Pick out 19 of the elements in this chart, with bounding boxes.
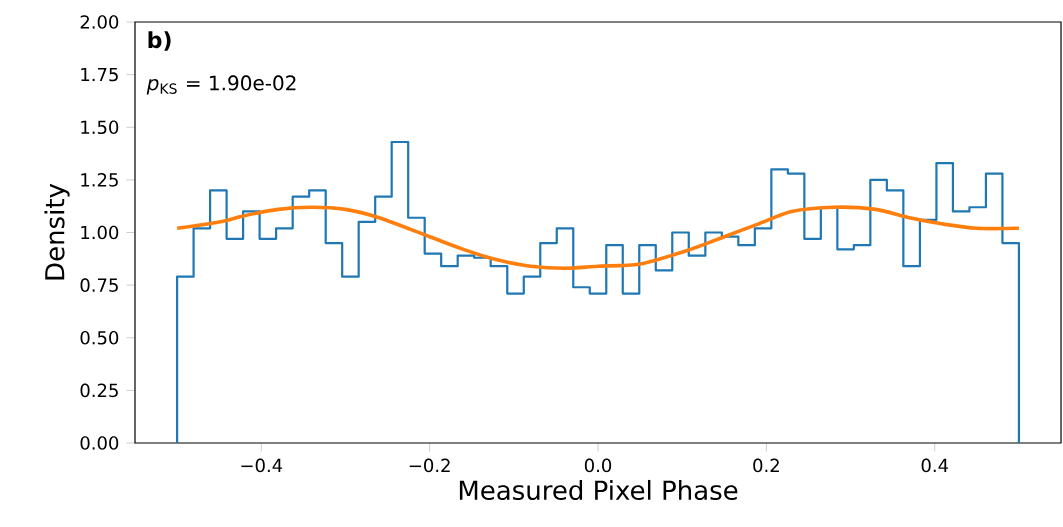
y-tick-label: 1.50 [81, 120, 119, 135]
y-tick-label: 2.00 [80, 15, 119, 29]
x-tick-label: 0.4 [921, 458, 949, 473]
x-tick-label: −0.4 [241, 458, 283, 473]
y-tick-label: 1.75 [81, 67, 118, 82]
y-tick-label: 0.25 [80, 383, 118, 398]
y-tick-label: 1.00 [81, 225, 119, 240]
x-tick-label: −0.2 [409, 458, 450, 473]
y-axis-title: Density [44, 183, 70, 280]
y-tick-label: 0.75 [80, 278, 118, 292]
x-axis-title: Measured Pixel Phase [459, 479, 738, 501]
y-tick-label: 1.25 [81, 173, 118, 187]
line-series [175, 205, 1021, 271]
annotation: b) [148, 31, 171, 51]
y-tick-label: 0.00 [80, 436, 119, 450]
annotation: p$_{KS}$ = 1.90e-02 [146, 75, 296, 95]
x-tick-label: 0.2 [753, 458, 779, 473]
y-tick-label: 0.50 [80, 330, 119, 345]
x-tick-label: 0.0 [584, 458, 612, 473]
